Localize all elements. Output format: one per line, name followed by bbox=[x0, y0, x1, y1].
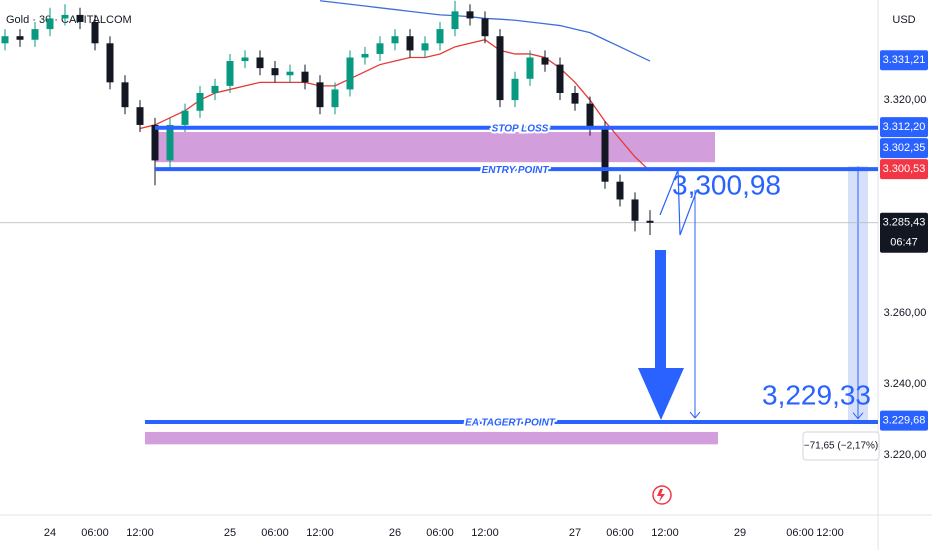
candle-body bbox=[391, 36, 399, 44]
candle-body bbox=[31, 29, 39, 40]
x-tick-label: 12:00 bbox=[126, 527, 154, 539]
y-tick-label: 3.320,00 bbox=[884, 94, 927, 106]
candle-body bbox=[61, 14, 69, 19]
candle-body bbox=[196, 92, 204, 111]
candle-body bbox=[256, 57, 264, 69]
level-label: ENTRY POINT bbox=[482, 165, 550, 176]
candle-body bbox=[631, 199, 639, 221]
x-tick-label: 12:00 bbox=[651, 527, 679, 539]
candle-body bbox=[436, 29, 444, 44]
x-tick-label: 06:00 bbox=[81, 527, 109, 539]
thin-arrowhead bbox=[689, 411, 701, 419]
candle-body bbox=[331, 89, 339, 108]
price-badge-label: 3.302,35 bbox=[883, 142, 926, 154]
candle-body bbox=[541, 57, 549, 65]
price-badge-label: 3.285,43 bbox=[883, 217, 926, 229]
candle-body bbox=[646, 220, 654, 223]
candle-body bbox=[301, 71, 309, 83]
candle-body bbox=[556, 64, 564, 93]
measure-box bbox=[802, 431, 880, 461]
price-badge bbox=[880, 50, 928, 71]
candle-body bbox=[151, 124, 159, 161]
candle-body bbox=[361, 53, 369, 58]
candle-body bbox=[226, 61, 234, 86]
path-sketch bbox=[659, 169, 698, 236]
candle-body bbox=[76, 14, 84, 23]
candle-body bbox=[91, 22, 99, 44]
candle-body bbox=[601, 128, 609, 182]
candle-body bbox=[586, 103, 594, 129]
x-tick-label: 12:00 bbox=[471, 527, 499, 539]
y-tick-label: 3.240,00 bbox=[884, 378, 927, 390]
x-tick-label: 24 bbox=[44, 527, 56, 539]
price-badge bbox=[880, 159, 928, 180]
candle-body bbox=[421, 43, 429, 51]
price-badge-sub: 06:47 bbox=[890, 237, 918, 249]
candle-body bbox=[466, 11, 474, 19]
price-badge-label: 3.312,20 bbox=[883, 121, 926, 133]
moving-average bbox=[139, 39, 651, 172]
price-badge-label: 3.331,21 bbox=[883, 54, 926, 66]
level-label: EA TAGERT POINT bbox=[465, 418, 556, 429]
candle-body bbox=[136, 107, 144, 125]
candle-body bbox=[316, 82, 324, 108]
candle-body bbox=[106, 43, 114, 83]
price-badge-label: 3.229,68 bbox=[883, 415, 926, 427]
candle-body bbox=[571, 92, 579, 104]
x-tick-label: 06:00 bbox=[261, 527, 289, 539]
price-badge-label: 3.300,53 bbox=[883, 163, 926, 175]
candle-body bbox=[16, 36, 24, 40]
x-tick-label: 12:00 bbox=[816, 527, 844, 539]
zone bbox=[145, 431, 718, 445]
x-tick-label: 06:00 bbox=[606, 527, 634, 539]
candle-body bbox=[346, 57, 354, 90]
level-label: STOP LOSS bbox=[492, 123, 549, 134]
news-icon bbox=[652, 485, 672, 505]
price-badge bbox=[880, 138, 928, 159]
measure-arrowhead bbox=[852, 412, 864, 420]
x-tick-label: 26 bbox=[389, 527, 401, 539]
candle-body bbox=[166, 124, 174, 161]
price-badge bbox=[880, 212, 928, 253]
measure-label: −71,65 (−2,17%) bbox=[804, 441, 879, 452]
x-tick-label: 25 bbox=[224, 527, 236, 539]
x-tick-label: 27 bbox=[569, 527, 581, 539]
price-badge bbox=[880, 410, 928, 431]
candle-body bbox=[451, 11, 459, 30]
candle-body bbox=[121, 82, 129, 108]
big-arrow bbox=[638, 250, 684, 420]
candle-body bbox=[616, 181, 624, 200]
x-tick-label: 29 bbox=[734, 527, 746, 539]
x-tick-label: 06:00 bbox=[426, 527, 454, 539]
candle-body bbox=[211, 85, 219, 93]
candle-body bbox=[481, 18, 489, 37]
candle-body bbox=[181, 110, 189, 125]
candle-body bbox=[526, 57, 534, 79]
candle-body bbox=[406, 36, 414, 51]
chart-title: Gold · 30 · CAPITALCOM bbox=[6, 14, 132, 26]
candle-body bbox=[496, 36, 504, 101]
candle-body bbox=[241, 57, 249, 62]
candle-body bbox=[1, 36, 9, 44]
x-tick-label: 06:00 bbox=[786, 527, 814, 539]
y-tick-label: 3.220,00 bbox=[884, 449, 927, 461]
candle-body bbox=[511, 78, 519, 101]
annotation: 3,229,33 bbox=[762, 379, 871, 410]
zone bbox=[155, 132, 715, 163]
candle-body bbox=[46, 18, 54, 30]
currency: USD bbox=[892, 14, 915, 26]
annotation: 3,300,98 bbox=[672, 169, 781, 200]
candle-body bbox=[376, 43, 384, 54]
candle-body bbox=[271, 68, 279, 76]
y-tick-label: 3.260,00 bbox=[884, 307, 927, 319]
price-badge bbox=[880, 117, 928, 138]
x-tick-label: 12:00 bbox=[306, 527, 334, 539]
candle-body bbox=[286, 71, 294, 76]
